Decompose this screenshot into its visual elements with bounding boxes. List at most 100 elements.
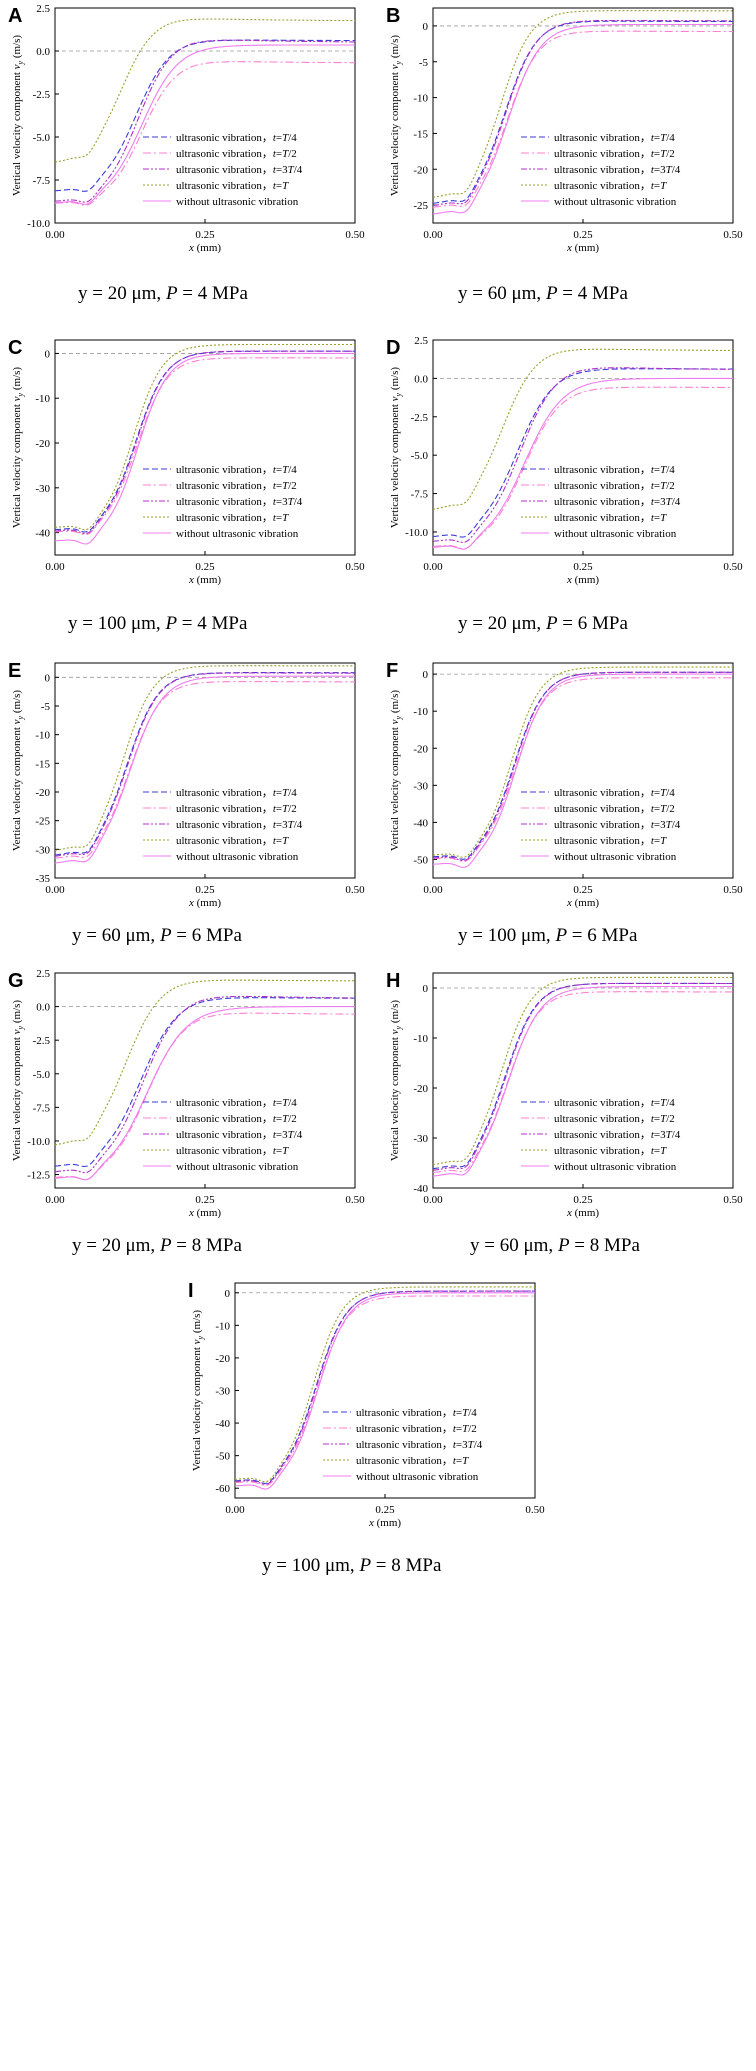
y-tick-label: -60 bbox=[215, 1483, 230, 1495]
y-tick-label: -2.5 bbox=[33, 1035, 51, 1047]
y-tick-label: -30 bbox=[215, 1386, 230, 1398]
series-line bbox=[432, 671, 733, 862]
legend-label: ultrasonic vibration，t=T/4 bbox=[554, 1097, 675, 1109]
y-tick-label: 0.0 bbox=[36, 46, 50, 58]
y-axis-label: Vertical velocity component vy (m/s) bbox=[11, 1000, 25, 1162]
y-tick-label: -20 bbox=[413, 1083, 428, 1095]
series-line bbox=[54, 343, 355, 531]
x-axis-label: x (mm) bbox=[566, 242, 599, 254]
legend-label: ultrasonic vibration，t=T bbox=[356, 1455, 469, 1467]
chart-panel-e: E 0.00 0.25 0.50 -35 -30 -25 -20 -15 -10 -5 0 x (mm)… bbox=[0, 655, 378, 930]
y-tick-label: -50 bbox=[413, 854, 428, 866]
panel-caption: y = 60 μm, P = 4 MPa bbox=[458, 283, 628, 304]
y-tick-label: -10.0 bbox=[27, 218, 50, 230]
x-tick-label: 0.25 bbox=[573, 884, 593, 896]
y-tick-label: 0 bbox=[423, 983, 429, 995]
chart-panel-a: A 0.00 0.25 0.50 -10.0 -7.5 -5.0 -2.5 0.0 2.5 x (m… bbox=[0, 0, 378, 275]
chart-svg: E 0.00 0.25 0.50 -35 -30 -25 -20 -15 -10 -5 0 x (mm)… bbox=[8, 660, 365, 909]
panel-letter: E bbox=[8, 660, 21, 682]
legend-label: ultrasonic vibration，t=T bbox=[176, 835, 289, 847]
chart-svg: I 0.00 0.25 0.50 -60 -50 -40 -30 -20 -10 0 x (mm) Ve… bbox=[188, 1280, 545, 1529]
chart-panel-h: H 0.00 0.25 0.50 -40 -30 -20 -10 0 x (mm) Vertical… bbox=[378, 965, 756, 1240]
y-axis-label: Vertical velocity component vy (m/s) bbox=[11, 367, 25, 529]
legend-label: ultrasonic vibration，t=T/2 bbox=[554, 803, 675, 815]
x-axis-label: x (mm) bbox=[566, 1207, 599, 1219]
x-axis-label: x (mm) bbox=[188, 897, 221, 909]
legend-label: without ultrasonic vibration bbox=[176, 851, 299, 863]
y-tick-label: -10 bbox=[35, 730, 50, 742]
x-axis-label: x (mm) bbox=[566, 897, 599, 909]
y-axis-label: Vertical velocity component vy (m/s) bbox=[11, 690, 25, 852]
legend-label: ultrasonic vibration，t=3T/4 bbox=[554, 819, 681, 831]
series-line bbox=[54, 39, 355, 192]
panel-letter: F bbox=[386, 660, 398, 682]
x-tick-label: 0.50 bbox=[345, 1194, 365, 1206]
legend-label: ultrasonic vibration，t=T/2 bbox=[554, 1113, 675, 1125]
x-tick-label: 0.50 bbox=[723, 1194, 743, 1206]
series-line bbox=[54, 665, 355, 851]
y-tick-label: -10.0 bbox=[405, 527, 428, 539]
legend-label: ultrasonic vibration，t=3T/4 bbox=[554, 164, 681, 176]
y-tick-label: -12.5 bbox=[27, 1170, 50, 1182]
y-tick-label: -15 bbox=[35, 758, 50, 770]
y-tick-label: -20 bbox=[215, 1353, 230, 1365]
chart-svg: B 0.00 0.25 0.50 -25 -20 -15 -10 -5 0 x (mm) Vertic… bbox=[386, 5, 743, 254]
legend-label: ultrasonic vibration，t=T/2 bbox=[176, 803, 297, 815]
x-tick-label: 0.25 bbox=[573, 561, 593, 573]
y-tick-label: -40 bbox=[215, 1418, 230, 1430]
y-tick-label: -7.5 bbox=[411, 489, 429, 501]
series-line bbox=[54, 352, 355, 545]
series-line bbox=[54, 672, 355, 856]
x-tick-label: 0.00 bbox=[45, 884, 65, 896]
legend-label: without ultrasonic vibration bbox=[356, 1471, 479, 1483]
y-tick-label: -25 bbox=[35, 816, 50, 828]
series-line bbox=[54, 18, 355, 163]
x-tick-label: 0.50 bbox=[345, 561, 365, 573]
y-axis-label: Vertical velocity component vy (m/s) bbox=[389, 35, 403, 197]
y-tick-label: -20 bbox=[413, 164, 428, 176]
chart-panel-f: F 0.00 0.25 0.50 -50 -40 -30 -20 -10 0 x (mm) Verti… bbox=[378, 655, 756, 930]
legend-label: without ultrasonic vibration bbox=[554, 851, 677, 863]
y-tick-label: -10 bbox=[413, 93, 428, 105]
legend-label: ultrasonic vibration，t=T/2 bbox=[176, 480, 297, 492]
legend-label: ultrasonic vibration，t=T/2 bbox=[176, 1113, 297, 1125]
y-tick-label: -20 bbox=[35, 438, 50, 450]
legend-label: ultrasonic vibration，t=T/2 bbox=[176, 148, 297, 160]
y-tick-label: 0.0 bbox=[414, 373, 428, 385]
y-tick-label: -30 bbox=[413, 780, 428, 792]
series-line bbox=[432, 10, 733, 198]
legend-label: ultrasonic vibration，t=3T/4 bbox=[554, 1129, 681, 1141]
panel-letter: A bbox=[8, 5, 22, 27]
legend-label: without ultrasonic vibration bbox=[554, 528, 677, 540]
chart-svg: A 0.00 0.25 0.50 -10.0 -7.5 -5.0 -2.5 0.0 2.5 x (m… bbox=[8, 3, 365, 254]
legend-label: without ultrasonic vibration bbox=[554, 1161, 677, 1173]
series-line bbox=[54, 979, 355, 1146]
legend-label: ultrasonic vibration，t=T bbox=[554, 1145, 667, 1157]
y-tick-label: 0 bbox=[225, 1288, 231, 1300]
x-tick-label: 0.50 bbox=[345, 884, 365, 896]
y-axis-label: Vertical velocity component vy (m/s) bbox=[389, 690, 403, 852]
chart-panel-g: G 0.00 0.25 0.50 -12.5 -10.0 -7.5 -5.0 -2.5 0.0 2.… bbox=[0, 965, 378, 1240]
series-line bbox=[432, 348, 733, 510]
panel-caption: y = 60 μm, P = 8 MPa bbox=[470, 1235, 640, 1256]
series-line bbox=[432, 677, 733, 863]
y-tick-label: -10 bbox=[215, 1320, 230, 1332]
legend-label: ultrasonic vibration，t=3T/4 bbox=[554, 496, 681, 508]
y-tick-label: 0 bbox=[423, 21, 429, 33]
series-line bbox=[54, 61, 355, 206]
legend-label: ultrasonic vibration，t=T/4 bbox=[176, 1097, 297, 1109]
legend-label: ultrasonic vibration，t=T/4 bbox=[554, 787, 675, 799]
y-axis-label: Vertical velocity component vy (m/s) bbox=[389, 367, 403, 529]
y-tick-label: -20 bbox=[413, 743, 428, 755]
y-tick-label: -30 bbox=[35, 844, 50, 856]
series-line bbox=[54, 1012, 355, 1181]
y-tick-label: 2.5 bbox=[414, 335, 428, 347]
y-tick-label: -5.0 bbox=[33, 1069, 51, 1081]
series-line bbox=[54, 39, 355, 203]
series-line bbox=[432, 377, 733, 550]
series-line bbox=[432, 19, 733, 207]
legend-label: ultrasonic vibration，t=T bbox=[176, 180, 289, 192]
x-tick-label: 0.00 bbox=[423, 1194, 443, 1206]
x-tick-label: 0.50 bbox=[525, 1504, 545, 1516]
x-tick-label: 0.00 bbox=[45, 561, 65, 573]
